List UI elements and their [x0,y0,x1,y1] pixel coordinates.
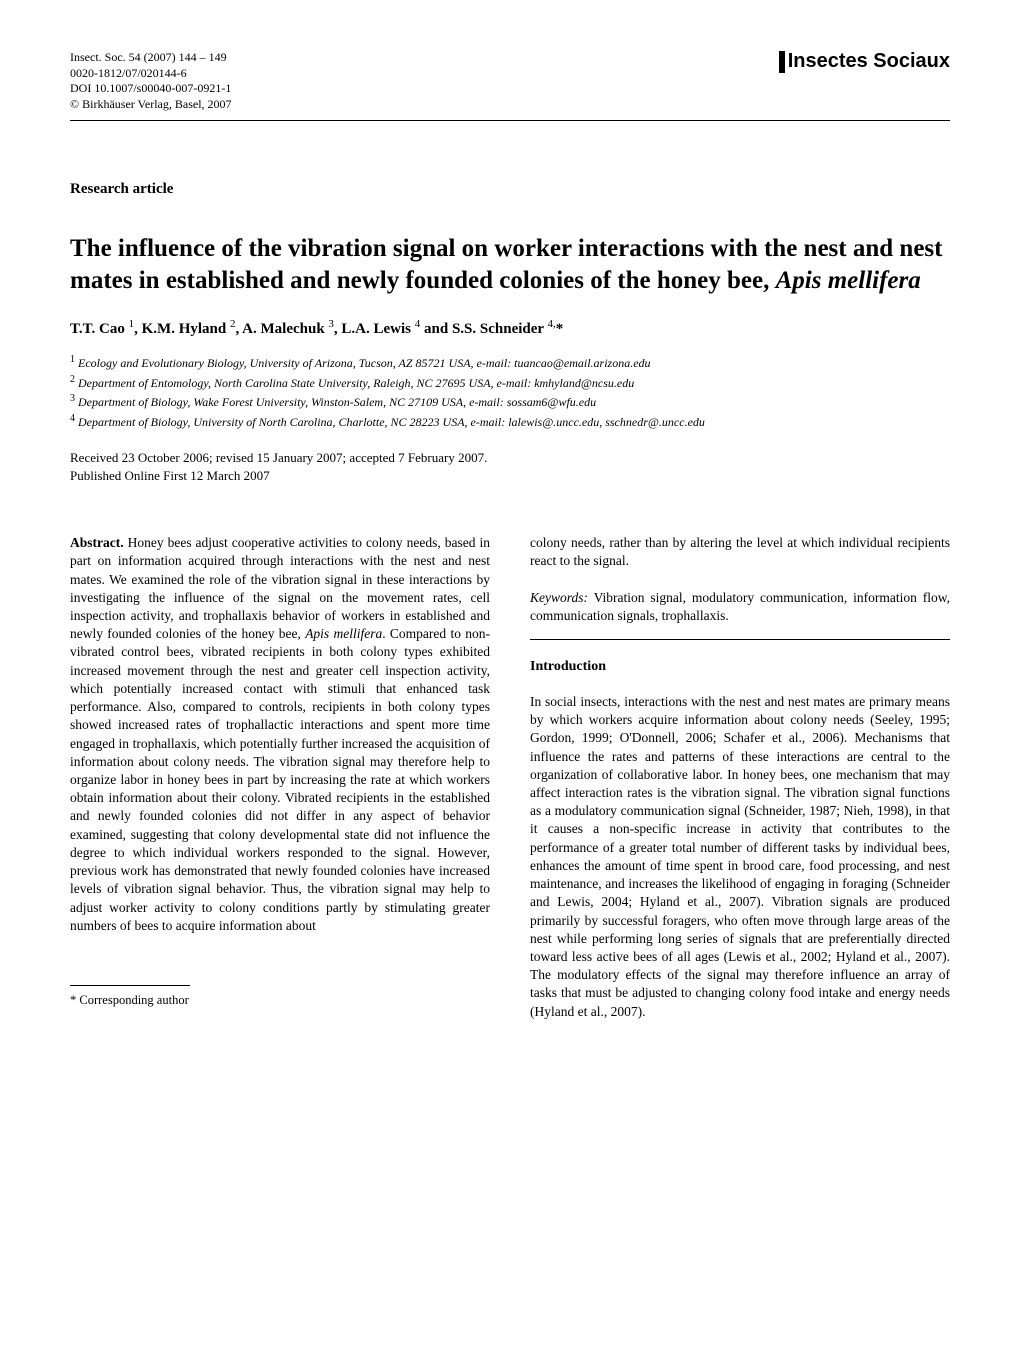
citation-line: Insect. Soc. 54 (2007) 144 – 149 [70,50,232,66]
copyright-line: © Birkhäuser Verlag, Basel, 2007 [70,97,232,113]
brand-bar-icon [779,51,785,73]
abstract-paragraph: Abstract. Honey bees adjust cooperative … [70,534,490,935]
journal-name: Insectes Sociaux [788,50,950,73]
header-rule [70,120,950,121]
footnote-rule [70,985,190,986]
keywords-block: Keywords: Vibration signal, modulatory c… [530,589,950,625]
section-rule [530,639,950,640]
two-column-body: Abstract. Honey bees adjust cooperative … [70,534,950,1021]
received-date: Received 23 October 2006; revised 15 Jan… [70,449,950,467]
affiliation-line: 1 Ecology and Evolutionary Biology, Univ… [70,353,950,372]
abstract-continuation: colony needs, rather than by altering th… [530,534,950,570]
keywords-label: Keywords: [530,590,588,605]
corresponding-author-footnote: * Corresponding author [70,992,490,1009]
page-header: Insect. Soc. 54 (2007) 144 – 149 0020-18… [70,50,950,112]
introduction-text: In social insects, interactions with the… [530,693,950,1021]
journal-brand: Insectes Sociaux [779,50,950,73]
affiliation-line: 3 Department of Biology, Wake Forest Uni… [70,392,950,411]
author-list: T.T. Cao 1, K.M. Hyland 2, A. Malechuk 3… [70,318,950,338]
article-title: The influence of the vibration signal on… [70,233,950,296]
abstract-species: Apis mellifera [305,626,382,641]
affiliations: 1 Ecology and Evolutionary Biology, Univ… [70,353,950,431]
affiliation-line: 4 Department of Biology, University of N… [70,412,950,431]
title-species: Apis mellifera [776,267,921,294]
issn-line: 0020-1812/07/020144-6 [70,66,232,82]
abstract-label: Abstract. [70,535,124,550]
article-dates: Received 23 October 2006; revised 15 Jan… [70,449,950,484]
doi-line: DOI 10.1007/s00040-007-0921-1 [70,81,232,97]
abstract-text-2: . Compared to non-vibrated control bees,… [70,626,490,933]
introduction-heading: Introduction [530,658,950,677]
citation-block: Insect. Soc. 54 (2007) 144 – 149 0020-18… [70,50,232,112]
article-type: Research article [70,181,950,198]
published-date: Published Online First 12 March 2007 [70,467,950,485]
left-column: Abstract. Honey bees adjust cooperative … [70,534,490,1021]
keywords-text: Vibration signal, modulatory communicati… [530,590,950,623]
right-column: colony needs, rather than by altering th… [530,534,950,1021]
affiliation-line: 2 Department of Entomology, North Caroli… [70,373,950,392]
